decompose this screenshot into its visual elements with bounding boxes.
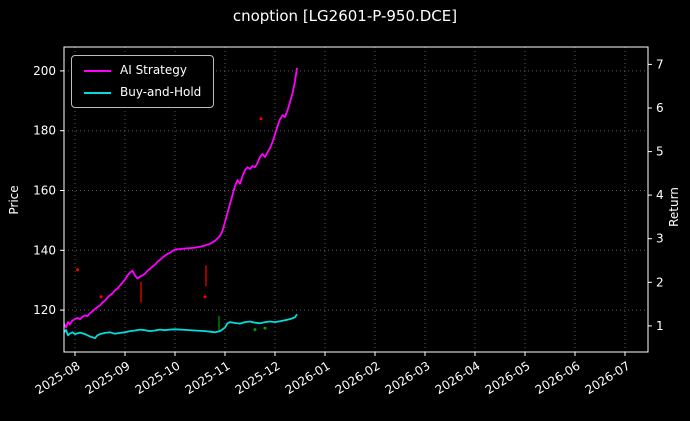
y-left-tick-label: 120 <box>33 303 56 317</box>
x-tick-label: 2026-04 <box>433 359 483 397</box>
legend-label-buy-and-hold: Buy-and-Hold <box>120 85 202 99</box>
sell-signal-dot <box>99 295 103 299</box>
y-right-tick-label: 4 <box>656 188 664 202</box>
buy-and-hold-line <box>63 313 298 340</box>
legend-label-ai-strategy: AI Strategy <box>120 63 187 77</box>
y-left-tick-label: 140 <box>33 243 56 257</box>
y-right-tick-label: 2 <box>656 275 664 289</box>
y-right-tick-label: 6 <box>656 101 664 115</box>
ai-strategy-line <box>63 67 298 329</box>
buy-signal-dot <box>263 326 267 330</box>
legend-item-ai-strategy: AI Strategy <box>84 64 201 77</box>
sell-signal-dot <box>76 268 79 272</box>
y-left-tick-label: 160 <box>33 184 56 198</box>
buy-and-hold-line-swatch <box>84 91 111 94</box>
chart-title: cnoption [LG2601-P-950.DCE] <box>232 7 458 25</box>
x-tick-label: 2025-12 <box>233 359 283 397</box>
x-tick-label: 2025-10 <box>133 359 183 397</box>
x-tick-label: 2026-05 <box>483 359 533 397</box>
x-tick-label: 2026-03 <box>383 359 433 397</box>
sell-signal-dot <box>259 117 263 121</box>
y-right-tick-label: 7 <box>656 57 664 71</box>
x-tick-label: 2025-08 <box>33 359 83 397</box>
ai-strategy-line-swatch <box>84 69 111 72</box>
x-tick-label: 2026-02 <box>333 359 383 397</box>
x-tick-label: 2025-09 <box>83 359 133 397</box>
buy-signal-dot <box>253 328 257 332</box>
x-tick-label: 2026-06 <box>533 359 583 397</box>
y-right-tick-label: 3 <box>656 232 664 246</box>
legend: AI Strategy Buy-and-Hold <box>71 55 215 108</box>
y-left-tick-label: 200 <box>33 64 56 78</box>
y-left-tick-label: 180 <box>33 124 56 138</box>
y-right-tick-label: 1 <box>656 319 664 333</box>
x-tick-label: 2026-01 <box>283 359 333 397</box>
y-right-tick-label: 5 <box>656 145 664 159</box>
sell-signal-dot <box>203 295 207 299</box>
x-tick-label: 2026-07 <box>583 359 633 397</box>
x-tick-label: 2025-11 <box>183 359 233 397</box>
legend-item-buy-and-hold: Buy-and-Hold <box>84 86 201 99</box>
plot-frame <box>63 46 649 353</box>
